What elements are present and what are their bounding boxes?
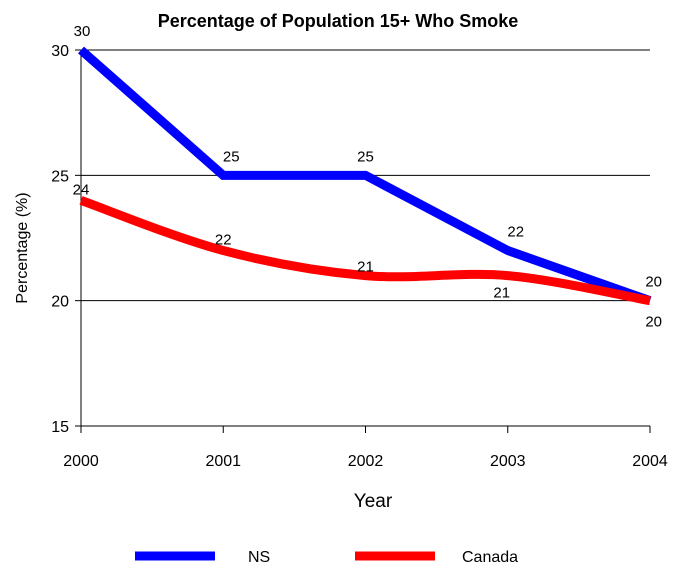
axes	[80, 50, 650, 427]
data-label: 21	[493, 285, 510, 302]
legend-label-ns: NS	[248, 549, 270, 566]
data-label: 24	[73, 181, 90, 198]
legend-label-canada: Canada	[462, 549, 518, 566]
data-label: 25	[223, 148, 240, 165]
data-label: 30	[74, 23, 91, 40]
series-line-canada	[79, 196, 651, 306]
data-label: 21	[357, 259, 374, 276]
y-axis-label: Percentage (%)	[14, 192, 31, 303]
data-label: 20	[645, 314, 662, 331]
series-line-ns	[78, 46, 652, 305]
legend: NS Canada	[135, 549, 518, 566]
y-tick-label: 20	[51, 294, 69, 311]
series-group	[78, 46, 652, 306]
x-axis-label: Year	[354, 491, 393, 512]
y-tick-label: 30	[51, 43, 69, 60]
x-tick-label: 2003	[490, 453, 526, 470]
y-ticks: 15 20 25 30	[51, 43, 81, 436]
x-ticks: 2000 2001 2002 2003 2004	[63, 426, 668, 470]
data-label: 22	[215, 232, 232, 249]
x-tick-label: 2001	[205, 453, 241, 470]
x-tick-label: 2000	[63, 453, 99, 470]
data-label: 20	[645, 274, 662, 291]
data-label: 25	[357, 148, 374, 165]
chart-title: Percentage of Population 15+ Who Smoke	[158, 11, 519, 31]
y-tick-label: 15	[51, 419, 69, 436]
y-tick-label: 25	[51, 168, 69, 185]
x-tick-label: 2002	[348, 453, 384, 470]
data-label: 22	[507, 224, 524, 241]
data-labels: 30 25 25 22 20 24 22 21 21 20	[73, 23, 662, 331]
x-tick-label: 2004	[632, 453, 668, 470]
